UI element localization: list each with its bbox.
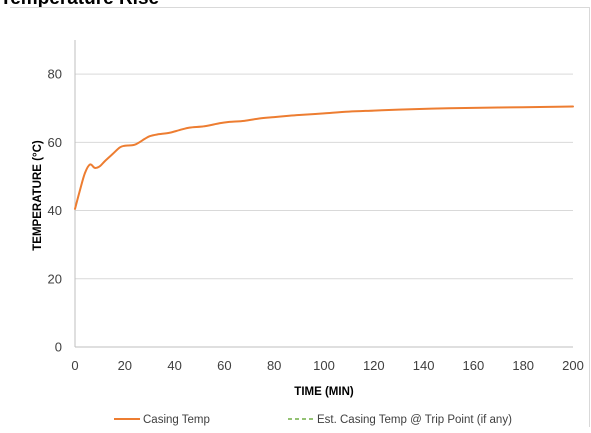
axis-layer xyxy=(74,40,573,348)
x-tick-label-160: 160 xyxy=(463,358,485,373)
legend-label-casing-temp: Casing Temp xyxy=(143,414,210,426)
legend: Casing Temp Est. Casing Temp @ Trip Poin… xyxy=(114,414,512,426)
grid-layer xyxy=(75,73,573,280)
x-tick-label-40: 40 xyxy=(167,358,181,373)
chart-frame xyxy=(10,7,590,427)
legend-label-est-casing-temp: Est. Casing Temp @ Trip Point (if any) xyxy=(317,414,512,426)
x-tick-label-0: 0 xyxy=(71,358,78,373)
x-tick-label-20: 20 xyxy=(118,358,132,373)
y-tick-label-40: 40 xyxy=(48,203,62,218)
x-tick-label-180: 180 xyxy=(512,358,534,373)
x-tick-label-100: 100 xyxy=(313,358,335,373)
x-axis-title: TIME (MIN) xyxy=(294,386,354,398)
series-line-0 xyxy=(74,105,574,210)
y-axis-title: TEMPERATURE (°C) xyxy=(32,140,44,251)
y-tick-label-0: 0 xyxy=(55,340,62,355)
y-tick-label-80: 80 xyxy=(48,67,62,82)
label-layer: 0 20 40 60 80 0 20 40 60 80 100 120 140 160 180 200 xyxy=(48,67,584,373)
x-tick-label-80: 80 xyxy=(267,358,281,373)
x-tick-label-120: 120 xyxy=(363,358,385,373)
series-layer xyxy=(74,105,574,210)
y-tick-label-20: 20 xyxy=(48,271,62,286)
page-title: Temperature Rise xyxy=(0,0,159,10)
y-tick-label-60: 60 xyxy=(48,135,62,150)
x-tick-label-60: 60 xyxy=(217,358,231,373)
x-tick-label-200: 200 xyxy=(562,358,584,373)
x-tick-label-140: 140 xyxy=(413,358,435,373)
